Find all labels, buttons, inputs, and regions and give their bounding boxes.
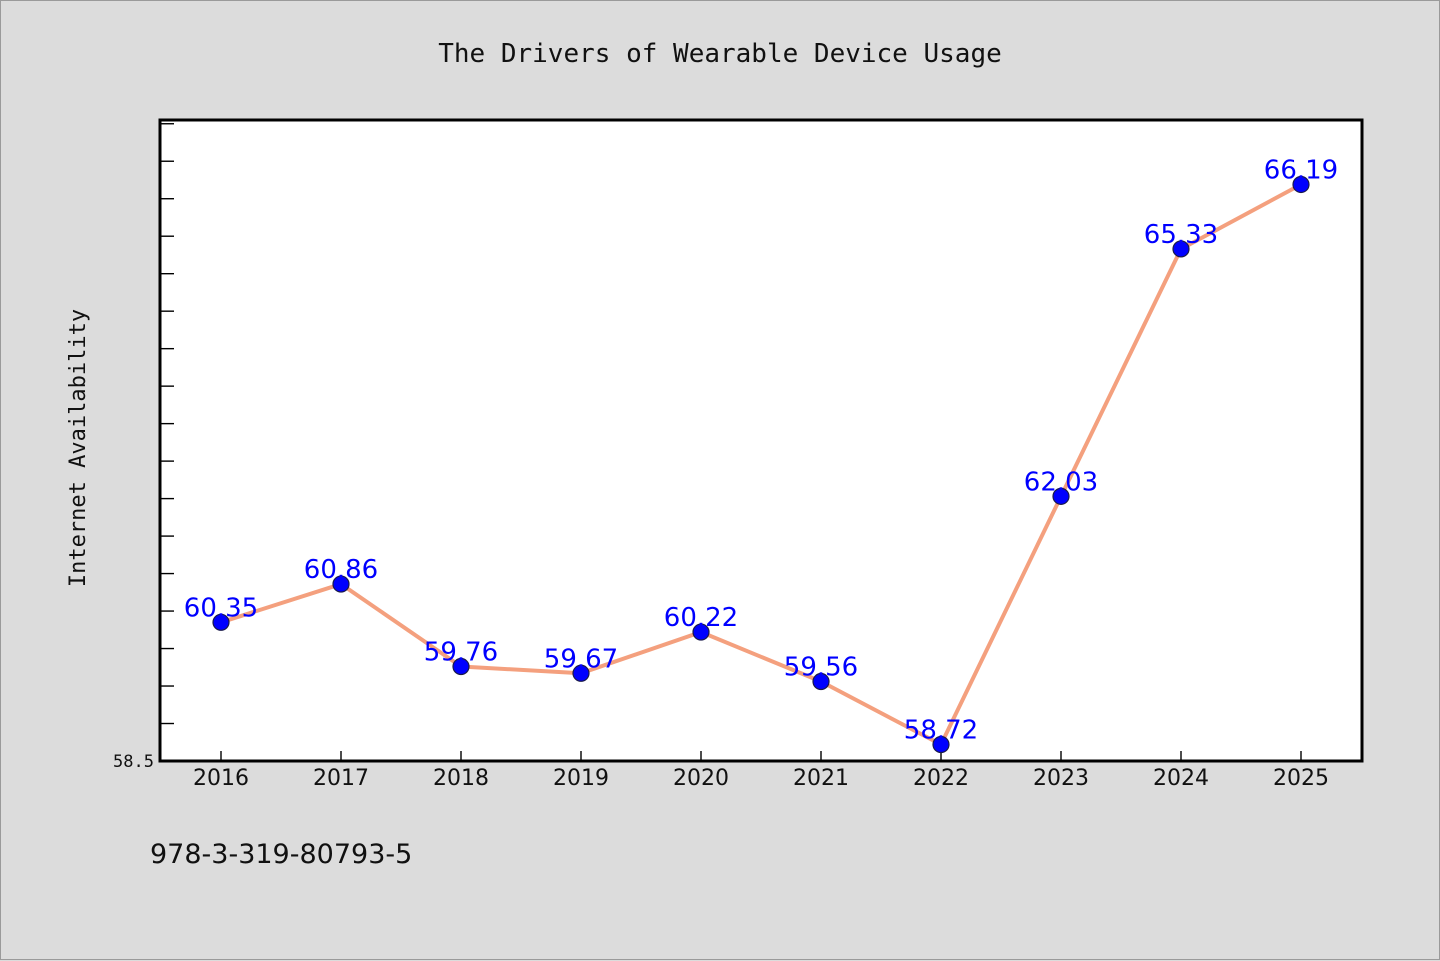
data-label: 65.33 bbox=[1144, 220, 1218, 250]
chart-title: The Drivers of Wearable Device Usage bbox=[438, 39, 1002, 69]
x-tick-label: 2018 bbox=[433, 766, 489, 791]
plot-area bbox=[158, 118, 1364, 763]
data-label: 58.72 bbox=[904, 716, 978, 746]
data-point bbox=[452, 657, 470, 676]
x-tick-label: 2021 bbox=[793, 766, 849, 791]
data-point bbox=[812, 672, 830, 691]
data-label: 60.22 bbox=[664, 603, 738, 633]
series-layer bbox=[212, 175, 1310, 754]
data-point bbox=[692, 623, 710, 641]
x-tick-label: 2020 bbox=[673, 766, 729, 791]
data-label: 66.19 bbox=[1264, 155, 1338, 185]
x-tick-label: 2023 bbox=[1033, 766, 1089, 791]
y-tick-label: 58.5 bbox=[113, 752, 154, 772]
data-label: 62.03 bbox=[1024, 467, 1098, 497]
data-point bbox=[572, 664, 590, 682]
x-tick-label: 2024 bbox=[1153, 766, 1209, 791]
data-label: 59.76 bbox=[424, 638, 498, 668]
y-axis-ticks: 58.5 bbox=[113, 123, 174, 772]
data-label: 60.86 bbox=[304, 555, 378, 585]
x-tick-label: 2022 bbox=[913, 766, 969, 791]
data-labels-layer: 60.35 60.86 59.76 59.67 60.22 59.56 58.72 62.03… bbox=[184, 155, 1338, 745]
x-tick-label: 2025 bbox=[1273, 766, 1329, 791]
data-point bbox=[1172, 240, 1190, 258]
x-tick-label: 2019 bbox=[553, 766, 609, 791]
x-tick-label: 2017 bbox=[313, 766, 369, 791]
x-axis-ticks: 2016 2017 2018 2019 2020 2021 2022 2023 2024 2025 bbox=[193, 751, 1329, 791]
data-label: 59.67 bbox=[544, 644, 618, 674]
data-label: 59.56 bbox=[784, 653, 858, 683]
data-label: 60.35 bbox=[184, 593, 258, 623]
footer-code: 978-3-319-80793-5 bbox=[150, 839, 412, 870]
data-point bbox=[1052, 487, 1070, 505]
series-line bbox=[219, 182, 1303, 747]
data-point bbox=[332, 575, 350, 593]
y-axis-label: Internet Availability bbox=[66, 309, 91, 587]
data-point bbox=[932, 735, 950, 754]
data-point bbox=[1292, 175, 1310, 194]
data-point bbox=[212, 613, 230, 631]
x-tick-label: 2016 bbox=[193, 766, 249, 791]
